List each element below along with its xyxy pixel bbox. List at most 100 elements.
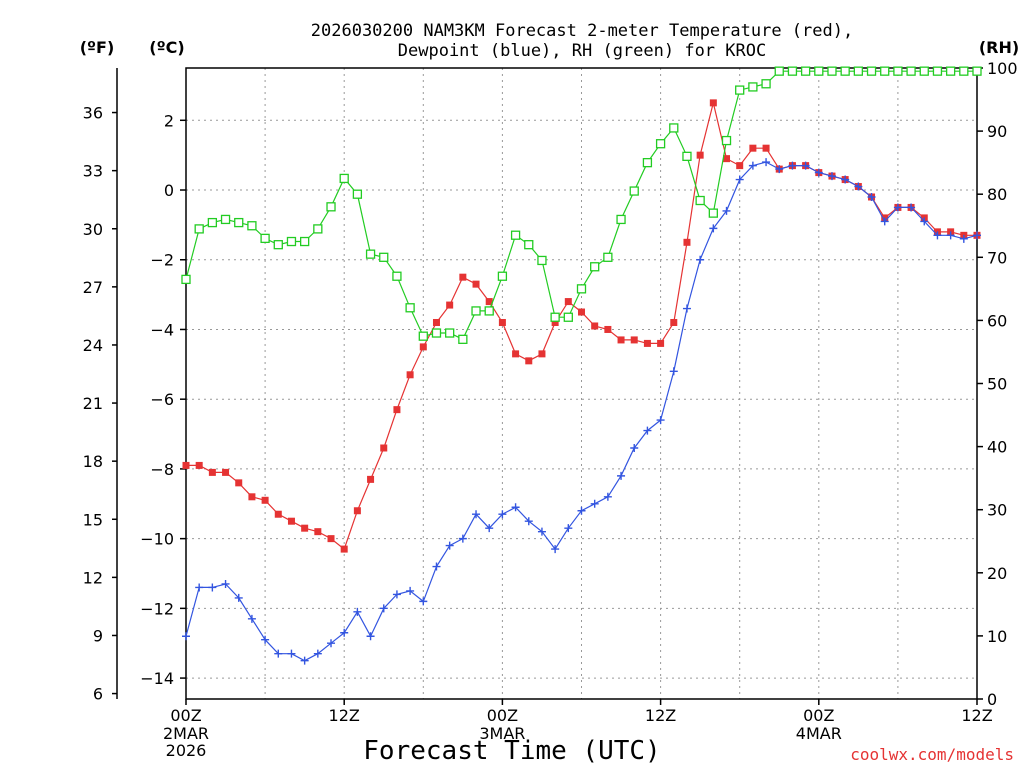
tick-labels: 3633302724211815129620−2−4−6−8−10−12−141… xyxy=(83,59,1018,760)
rh-tick-label: 30 xyxy=(987,501,1007,520)
data-point xyxy=(301,524,309,532)
data-point xyxy=(617,471,626,480)
data-point xyxy=(497,271,508,281)
data-point xyxy=(392,590,401,599)
data-point xyxy=(300,656,309,665)
data-point xyxy=(643,426,652,435)
data-point xyxy=(550,312,560,322)
data-point xyxy=(182,461,190,469)
x-tick-date: 3MAR xyxy=(479,724,525,743)
rh-tick-label: 80 xyxy=(987,185,1007,204)
x-axis-title: Forecast Time (UTC) xyxy=(363,736,660,766)
data-point xyxy=(630,443,639,452)
data-point xyxy=(339,173,349,184)
series-dewpoint xyxy=(182,158,981,665)
data-point xyxy=(775,165,784,174)
data-point xyxy=(762,158,771,167)
x-tick-label: 00Z xyxy=(803,706,834,725)
c-tick-label: −12 xyxy=(140,599,174,618)
data-point xyxy=(340,545,348,553)
data-point xyxy=(854,182,863,191)
data-point xyxy=(563,312,573,322)
data-point xyxy=(630,336,638,344)
data-point xyxy=(366,632,375,641)
data-point xyxy=(208,468,216,476)
data-point xyxy=(748,82,758,92)
data-point xyxy=(418,331,428,341)
chart-title-line1: 2026030200 NAM3KM Forecast 2-meter Tempe… xyxy=(311,21,853,41)
c-tick-label: −14 xyxy=(140,669,174,688)
data-point xyxy=(380,444,388,452)
data-point xyxy=(419,343,427,351)
c-tick-label: −2 xyxy=(150,251,174,270)
data-point xyxy=(669,123,679,133)
data-point xyxy=(484,306,494,316)
data-point xyxy=(299,236,310,247)
data-point xyxy=(735,85,745,95)
data-point xyxy=(260,233,270,244)
data-point xyxy=(406,586,415,595)
data-point xyxy=(866,66,877,76)
data-point xyxy=(181,274,191,285)
data-point xyxy=(906,66,916,76)
data-point xyxy=(867,192,876,201)
data-point xyxy=(972,66,982,76)
data-point xyxy=(365,249,376,259)
f-tick-label: 18 xyxy=(83,452,103,471)
rh-tick-label: 70 xyxy=(987,248,1007,267)
data-point xyxy=(261,635,270,644)
data-point xyxy=(576,284,587,294)
data-point xyxy=(801,161,810,170)
data-point xyxy=(432,318,440,326)
data-point xyxy=(247,221,257,231)
f-tick-label: 27 xyxy=(83,278,103,297)
data-point xyxy=(235,479,243,487)
x-tick-date: 2MAR xyxy=(163,724,209,743)
data-point xyxy=(551,318,559,326)
data-point xyxy=(827,172,836,181)
data-point xyxy=(814,66,824,76)
credit-link[interactable]: coolwx.com/models xyxy=(850,745,1014,764)
data-point xyxy=(313,649,322,658)
c-tick-label: −6 xyxy=(150,390,174,409)
rh-tick-label: 100 xyxy=(987,59,1018,78)
data-point xyxy=(485,524,494,533)
data-point xyxy=(590,262,600,272)
data-point xyxy=(721,135,732,146)
data-point xyxy=(578,308,585,316)
data-point xyxy=(537,527,546,536)
data-point xyxy=(274,510,282,518)
data-point xyxy=(708,208,718,218)
data-point xyxy=(853,66,863,76)
data-point xyxy=(234,593,243,602)
data-point xyxy=(274,649,283,658)
data-point xyxy=(723,155,731,163)
data-point xyxy=(683,238,691,246)
data-point xyxy=(736,162,744,170)
data-point xyxy=(655,139,666,149)
data-point xyxy=(431,328,442,338)
data-point xyxy=(682,304,691,313)
data-point xyxy=(880,66,890,76)
data-point xyxy=(604,325,612,333)
fahrenheit-unit-label: (ºF) xyxy=(80,38,115,57)
data-point xyxy=(933,231,942,240)
data-point xyxy=(472,280,480,288)
x-tick-date: 4MAR xyxy=(796,724,842,743)
data-point xyxy=(195,583,204,592)
data-point xyxy=(788,161,797,170)
data-point xyxy=(800,66,811,76)
f-tick-label: 15 xyxy=(83,510,103,529)
data-point xyxy=(352,189,363,199)
f-tick-label: 9 xyxy=(93,626,103,645)
c-tick-label: 2 xyxy=(164,111,174,130)
data-point xyxy=(919,66,929,76)
x-tick-label: 00Z xyxy=(170,706,201,725)
data-point xyxy=(682,151,692,161)
data-point xyxy=(445,541,454,550)
c-tick-label: 0 xyxy=(164,181,174,200)
data-point xyxy=(524,240,534,250)
data-point xyxy=(273,240,283,250)
data-point xyxy=(326,202,336,212)
c-tick-label: −4 xyxy=(150,320,174,339)
